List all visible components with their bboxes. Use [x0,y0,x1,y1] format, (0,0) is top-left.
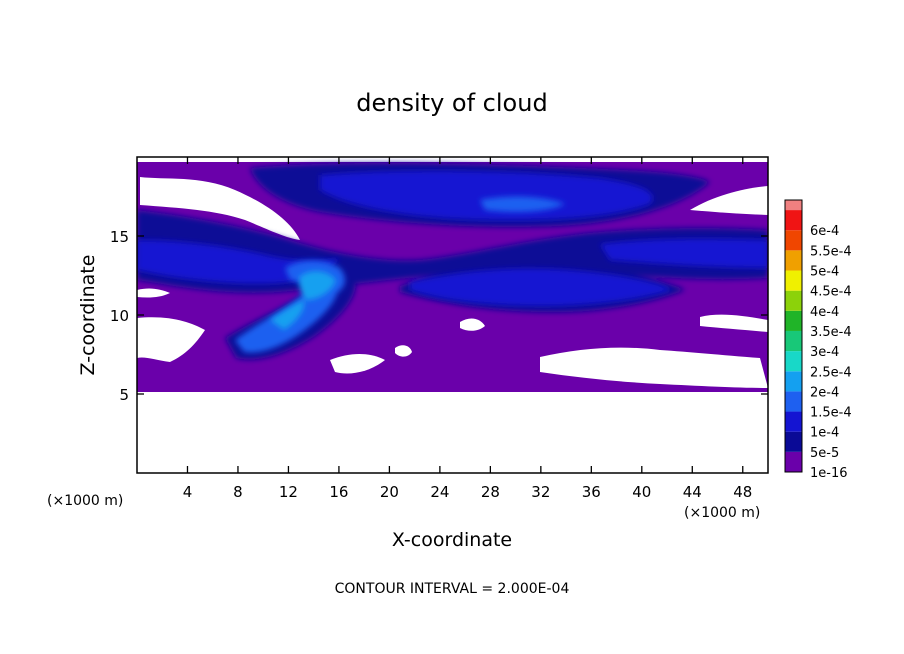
colorbar-label: 5.5e-4 [810,244,852,259]
cloud-free-gaps [137,177,768,388]
colorbar-label: 1.5e-4 [810,406,852,421]
colorbar-label: 5e-5 [810,446,839,461]
colorbar-label: 6e-4 [810,224,839,239]
y-unit-label: (×1000 m) [47,493,123,509]
y-tick-label: 5 [119,386,129,404]
x-tick-label: 4 [183,483,193,501]
colorbar-legend: 1e-16 5e-5 1e-4 1.5e-4 2e-4 2.5e-4 3e-4 3.5e-4 4… [784,199,852,481]
colorbar-swatch [785,351,802,372]
colorbar-swatch [785,431,802,452]
x-tick-label: 20 [380,483,399,501]
colorbar-swatch [785,451,802,472]
x-axis-ticks: 4 8 12 16 20 24 28 32 36 40 44 48 [183,157,752,501]
colorbar-label: 1e-16 [810,466,848,481]
x-tick-label: 12 [279,483,298,501]
colorbar-swatch [785,330,802,352]
colorbar-swatch [785,270,802,291]
chart-title: density of cloud [356,89,547,117]
x-tick-label: 28 [481,483,500,501]
y-tick-label: 10 [110,307,129,325]
colorbar-label: 2.5e-4 [810,365,852,380]
x-tick-label: 24 [430,483,449,501]
colorbar-label: 4e-4 [810,305,839,320]
colorbar-swatch [785,290,802,311]
colorbar-swatch [785,371,802,392]
colorbar-label: 4.5e-4 [810,285,852,300]
colorbar-label: 2e-4 [810,385,839,400]
x-tick-label: 32 [531,483,550,501]
y-tick-label: 15 [110,228,129,246]
x-tick-label: 40 [632,483,651,501]
x-tick-label: 48 [733,483,752,501]
colorbar-label: 5e-4 [810,265,839,280]
y-axis-ticks: 5 10 15 [110,228,768,404]
contour-interval-note: CONTOUR INTERVAL = 2.000E-04 [335,581,570,597]
x-unit-label: (×1000 m) [684,505,760,521]
cloud-region-2e-4 [270,271,336,330]
x-tick-label: 44 [683,483,702,501]
colorbar-frame [784,199,803,473]
x-axis-label: X-coordinate [392,529,512,551]
x-tick-label: 8 [233,483,243,501]
x-tick-label: 16 [329,483,348,501]
colorbar-swatch [785,230,802,251]
density-field [137,157,768,473]
colorbar-label: 1e-4 [810,426,839,441]
colorbar-label: 3.5e-4 [810,325,852,340]
y-axis-label: Z-coordinate [77,255,99,376]
colorbar-swatch [785,210,802,231]
colorbar-swatch [785,310,802,331]
cloud-region-1e-4 [137,170,768,306]
colorbar-label: 3e-4 [810,345,839,360]
colorbar-swatch [785,411,802,432]
colorbar-swatch-top [785,200,802,211]
x-tick-label: 36 [582,483,601,501]
colorbar-swatch [785,391,802,412]
colorbar-swatch [785,250,802,271]
